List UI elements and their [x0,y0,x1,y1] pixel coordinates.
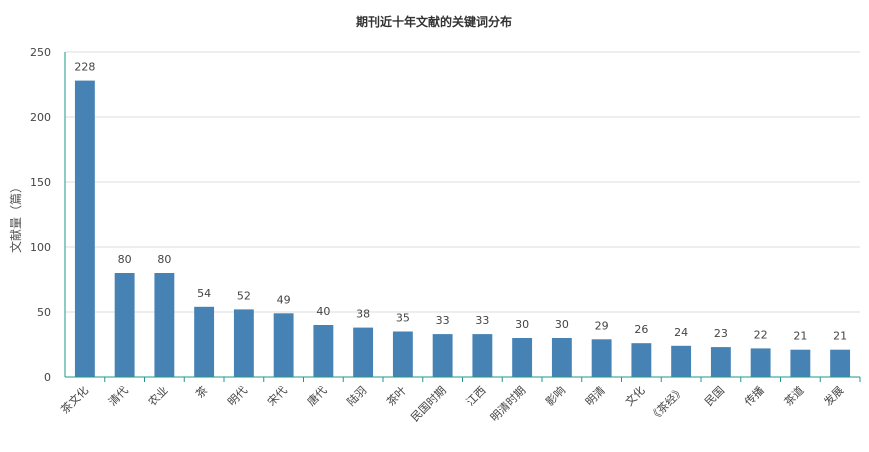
bar [154,273,175,377]
data-label: 26 [634,323,648,336]
data-label: 33 [436,314,450,327]
x-tick-label: 明清 [583,384,608,409]
data-label: 33 [475,314,489,327]
y-tick-label: 150 [30,176,51,189]
x-tick-label: 陆羽 [344,383,369,408]
bar [233,309,254,377]
x-tick-label: 发展 [821,383,846,408]
x-tick-label: 江西 [464,384,489,409]
y-axis-ticks: 0 50 100 150 200 250 [30,46,51,384]
bar [790,349,811,377]
bar [194,306,215,377]
data-label: 54 [197,287,211,300]
data-label: 21 [793,330,807,343]
bar [710,347,731,377]
chart-title: 期刊近十年文献的关键词分布 [356,14,512,29]
bar [830,349,851,377]
x-tick-label: 明清时期 [488,384,528,424]
data-label: 21 [833,330,847,343]
bar [114,273,135,377]
data-label: 29 [595,319,609,332]
bar [551,338,572,377]
bar [432,334,453,377]
bar [750,348,771,377]
bar [472,334,493,377]
x-tick-label: 茶叶 [384,384,409,409]
x-tick-label: 影响 [543,384,568,409]
bar [353,327,374,377]
x-tick-label: 茶文化 [58,383,91,416]
bar [392,331,413,377]
x-tick-label: 《茶经》 [647,384,687,424]
y-tick-label: 0 [44,371,51,384]
bar [273,313,294,377]
x-tick-label: 传播 [741,383,766,408]
y-tick-label: 100 [30,241,51,254]
data-label: 228 [74,61,95,74]
x-tick-label: 宋代 [264,383,289,408]
data-labels: 228 80 80 54 52 49 40 38 35 33 33 30 30 29 26 24 23 22 21 2… [74,61,847,343]
bar [74,80,95,377]
bar [591,339,612,377]
x-tick-label: 唐代 [304,383,329,408]
x-tick-label: 文化 [622,383,647,408]
data-label: 52 [237,289,251,302]
data-label: 30 [555,318,569,331]
x-tick-label: 明代 [225,384,250,409]
data-label: 40 [316,305,330,318]
x-axis-ticks: 茶文化 清代 农业 茶明代 宋代 唐代 陆羽 茶叶 民国时期 江西 明清时期 影响 明清 文化 《茶经》 民国… [58,377,861,424]
y-tick-label: 200 [30,111,51,124]
data-label: 30 [515,318,529,331]
bar [512,338,533,377]
data-label: 35 [396,312,410,325]
y-tick-label: 250 [30,46,51,59]
x-tick-label: 民国 [702,384,727,409]
bars [74,80,851,377]
data-label: 22 [754,328,768,341]
x-tick-label: 茶道 [781,383,806,408]
data-label: 80 [157,253,171,266]
x-tick-label: 农业 [145,383,170,408]
data-label: 80 [118,253,132,266]
data-label: 23 [714,327,728,340]
x-tick-label: 清代 [106,384,131,409]
y-axis-label: 文献量（篇） [8,181,23,253]
data-label: 38 [356,308,370,321]
bar [671,345,692,377]
gridlines [65,51,860,313]
x-tick-label: 民国时期 [408,384,448,424]
bar [631,343,652,377]
bar [313,325,334,377]
x-tick-label: 茶 [193,384,210,401]
data-label: 24 [674,326,688,339]
data-label: 49 [277,293,291,306]
y-tick-label: 50 [37,306,51,319]
